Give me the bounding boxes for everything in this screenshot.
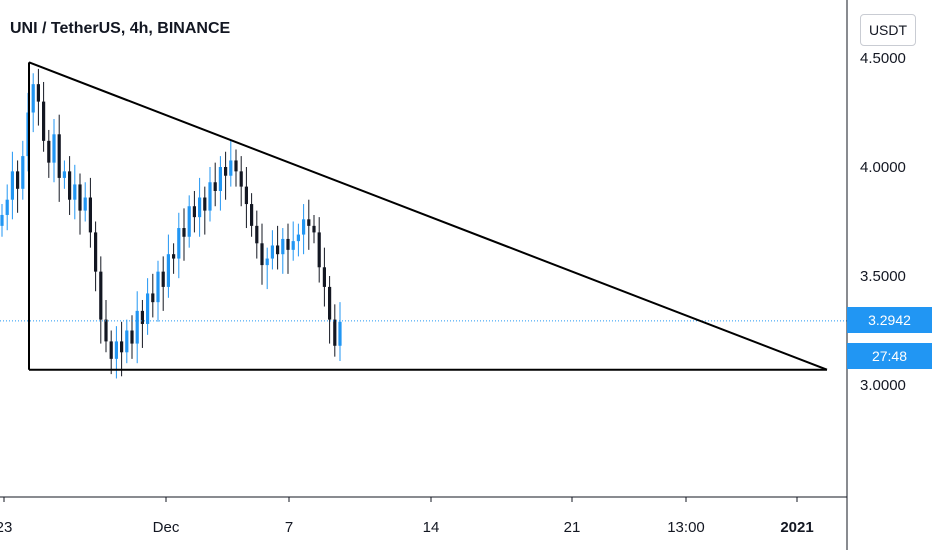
time-tick-label: Dec <box>153 519 180 536</box>
price-tick-label: 3.0000 <box>860 377 906 394</box>
candle <box>5 184 9 231</box>
candle <box>260 223 264 285</box>
price-axis-ticks: 4.5000 4.0000 3.5000 3.0000 <box>860 50 906 394</box>
candle <box>57 114 61 202</box>
candle <box>208 167 212 222</box>
candle <box>88 177 92 248</box>
candle <box>307 199 311 250</box>
candle <box>166 234 170 298</box>
candle <box>224 151 228 200</box>
time-tick-label: 2021 <box>780 519 813 536</box>
candle <box>125 319 129 364</box>
candle <box>94 221 98 292</box>
time-tick-label: 13:00 <box>667 519 705 536</box>
candle <box>317 217 321 283</box>
time-tick-label: 7 <box>285 519 293 536</box>
candle <box>140 299 144 348</box>
candle <box>83 182 87 222</box>
candle <box>322 247 326 307</box>
candle <box>156 260 160 322</box>
candle <box>255 210 259 259</box>
time-tick-label: 23 <box>0 519 12 536</box>
candle <box>270 230 274 270</box>
price-tick-label: 3.5000 <box>860 268 906 285</box>
candle <box>47 129 51 178</box>
candle <box>239 156 243 207</box>
time-tick-label: 21 <box>564 519 581 536</box>
price-tick-label: 4.0000 <box>860 159 906 176</box>
candle <box>328 276 332 344</box>
chart-title: UNI / TetherUS, 4h, BINANCE <box>10 20 231 37</box>
candle <box>286 223 290 274</box>
candle <box>296 223 300 257</box>
candle <box>62 160 66 189</box>
candle <box>213 162 217 207</box>
candle <box>265 247 269 290</box>
candle <box>130 315 134 359</box>
candle <box>281 228 285 274</box>
candle <box>338 302 342 362</box>
candle <box>10 151 14 220</box>
candle <box>276 225 280 270</box>
candle <box>161 256 165 311</box>
candle <box>78 173 82 235</box>
candle <box>218 156 222 211</box>
candle <box>120 321 124 377</box>
candle <box>42 81 46 152</box>
countdown-label: 27:48 <box>847 343 932 369</box>
candle <box>302 204 306 255</box>
candle <box>187 195 191 248</box>
descending-triangle-pattern <box>28 61 828 371</box>
last-price-label: 3.2942 <box>847 307 932 333</box>
currency-button[interactable]: USDT <box>860 14 916 46</box>
candles-layer <box>0 68 342 379</box>
candle <box>0 204 4 237</box>
candle <box>312 214 316 244</box>
candle <box>99 256 103 344</box>
time-axis-ticks: 23 Dec 7 14 21 13:00 2021 <box>0 497 814 536</box>
time-tick-label: 14 <box>423 519 440 536</box>
candle <box>234 149 238 187</box>
candle <box>52 119 56 183</box>
candle <box>109 330 113 375</box>
candle <box>172 243 176 274</box>
candle <box>182 208 186 261</box>
candle <box>36 68 40 126</box>
candle <box>104 299 108 353</box>
candle <box>73 164 77 220</box>
candle <box>229 140 233 187</box>
candle <box>151 273 155 318</box>
price-tick-label: 4.5000 <box>860 50 906 67</box>
candle <box>250 193 254 237</box>
candle <box>21 140 25 200</box>
candle <box>198 177 202 237</box>
candle <box>192 190 196 233</box>
candle <box>291 221 295 261</box>
candle <box>68 156 72 215</box>
candle <box>177 212 181 279</box>
candle <box>31 73 35 133</box>
candle <box>16 160 20 213</box>
pattern-line <box>28 61 828 371</box>
candle <box>333 304 337 357</box>
candle <box>146 278 150 335</box>
candle <box>135 291 139 364</box>
candle <box>203 186 207 235</box>
candle <box>244 167 248 229</box>
